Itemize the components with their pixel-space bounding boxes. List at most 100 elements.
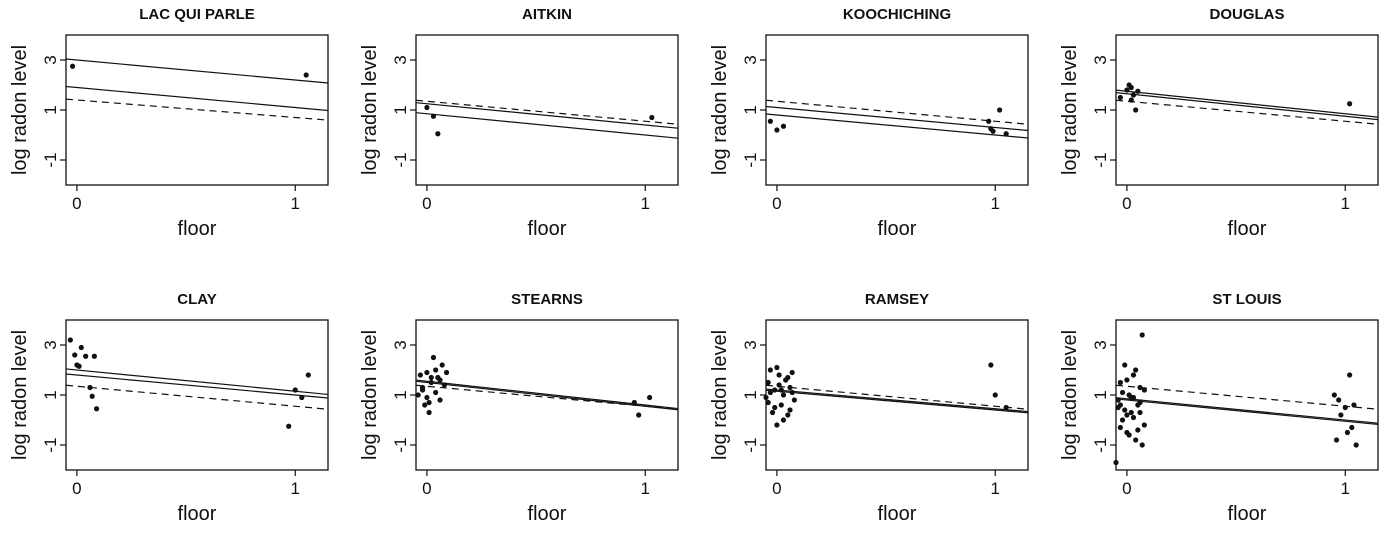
fit-line-solid — [66, 85, 328, 112]
data-point — [1117, 379, 1123, 386]
fit-line-solid — [1116, 397, 1378, 424]
panel-title: CLAY — [177, 291, 216, 308]
data-point — [765, 379, 771, 386]
y-tick-label: 3 — [1091, 55, 1110, 64]
data-point — [1119, 417, 1126, 423]
data-point — [1351, 402, 1357, 408]
panel-clay: CLAY 0 1 -1 1 3 floor log radon level — [9, 291, 329, 525]
y-axis-title: log radon level — [1059, 330, 1081, 460]
data-point — [422, 402, 428, 408]
data-point — [443, 369, 450, 376]
data-point — [778, 402, 784, 408]
data-point — [1124, 87, 1130, 93]
data-point — [430, 113, 437, 119]
y-tick-label: 1 — [41, 105, 60, 114]
data-point — [424, 104, 430, 111]
data-point — [1113, 459, 1119, 466]
y-tick-label: 3 — [41, 340, 60, 349]
data-point — [765, 399, 771, 406]
x-axis-title: floor — [528, 218, 567, 240]
data-point — [1128, 97, 1134, 103]
data-point — [433, 367, 439, 373]
panel-douglas: DOUGLAS 0 1 -1 1 3 floor log radon level — [1059, 6, 1379, 240]
y-tick-label: 3 — [41, 55, 60, 64]
data-point — [1141, 422, 1147, 428]
x-axis-title: floor — [1228, 218, 1267, 240]
y-axis-title: log radon level — [359, 45, 381, 175]
data-point — [774, 364, 780, 371]
fit-line-dashed — [1116, 384, 1378, 410]
y-tick-label: -1 — [1091, 152, 1110, 167]
fit-line-dashed — [766, 99, 1028, 125]
x-tick-label: 0 — [1122, 194, 1131, 213]
data-point — [647, 394, 653, 401]
plot-frame — [415, 34, 679, 186]
x-axis-title: floor — [878, 503, 917, 525]
data-point — [1122, 362, 1128, 368]
fit-line-dashed — [66, 98, 328, 121]
data-point — [780, 417, 787, 423]
data-point — [778, 387, 784, 393]
x-tick-label: 1 — [1341, 194, 1350, 213]
data-point — [437, 377, 443, 383]
panel-ramsey: RAMSEY 0 1 -1 1 3 floor log radon level — [709, 291, 1029, 525]
data-point — [1133, 437, 1139, 443]
data-point — [787, 407, 793, 413]
x-axis-title: floor — [1228, 503, 1267, 525]
data-point — [305, 372, 311, 378]
y-tick-label: 3 — [1091, 340, 1110, 349]
x-tick-label: 1 — [291, 479, 300, 498]
data-point — [1115, 397, 1121, 403]
y-axis-title: log radon level — [359, 330, 381, 460]
x-tick-label: 0 — [72, 479, 81, 498]
data-point — [992, 392, 998, 398]
panel-koochiching: KOOCHICHING 0 1 -1 1 3 floor log radon level — [709, 6, 1029, 240]
data-point — [774, 422, 780, 428]
data-point — [299, 394, 305, 401]
x-tick-label: 0 — [72, 194, 81, 213]
panel-title: ST LOUIS — [1212, 291, 1281, 308]
panel-lac-qui-parle: LAC QUI PARLE 0 1 -1 1 3 floor log radon level — [9, 6, 329, 240]
data-point — [785, 374, 791, 381]
data-point — [1338, 412, 1344, 418]
panel-title: AITKIN — [522, 6, 572, 23]
data-point — [435, 131, 441, 137]
data-point — [1344, 429, 1351, 436]
data-point — [303, 72, 309, 78]
fit-line-solid — [416, 112, 678, 139]
data-point — [428, 374, 434, 381]
data-point — [426, 409, 432, 416]
data-point — [1135, 427, 1141, 433]
panel-title: LAC QUI PARLE — [139, 6, 255, 23]
data-point — [763, 394, 769, 401]
data-point — [87, 384, 93, 391]
data-point — [1347, 372, 1353, 378]
panel-title: STEARNS — [511, 291, 583, 308]
data-point — [1331, 392, 1337, 398]
data-point — [1117, 424, 1123, 431]
fit-line-solid — [766, 113, 1028, 139]
data-point — [789, 369, 795, 376]
data-point — [767, 367, 773, 373]
x-tick-label: 0 — [772, 194, 781, 213]
data-point — [433, 389, 439, 396]
panel-title: RAMSEY — [865, 291, 929, 308]
fit-line-dashed — [1116, 99, 1378, 125]
data-point — [1349, 424, 1355, 431]
plot-frame — [765, 319, 1029, 471]
y-tick-label: -1 — [41, 152, 60, 167]
data-point — [1336, 397, 1342, 403]
x-tick-label: 0 — [422, 479, 431, 498]
panel-st-louis: ST LOUIS 0 1 -1 1 3 floor log radon level — [1059, 291, 1379, 525]
data-point — [767, 389, 773, 396]
data-point — [1133, 367, 1139, 373]
data-point — [636, 412, 642, 418]
data-point — [437, 397, 443, 403]
data-point — [1137, 384, 1143, 391]
fit-line-solid — [766, 388, 1028, 413]
y-tick-label: -1 — [391, 437, 410, 452]
data-point — [1117, 94, 1123, 101]
data-point — [789, 389, 795, 396]
data-point — [785, 412, 791, 418]
